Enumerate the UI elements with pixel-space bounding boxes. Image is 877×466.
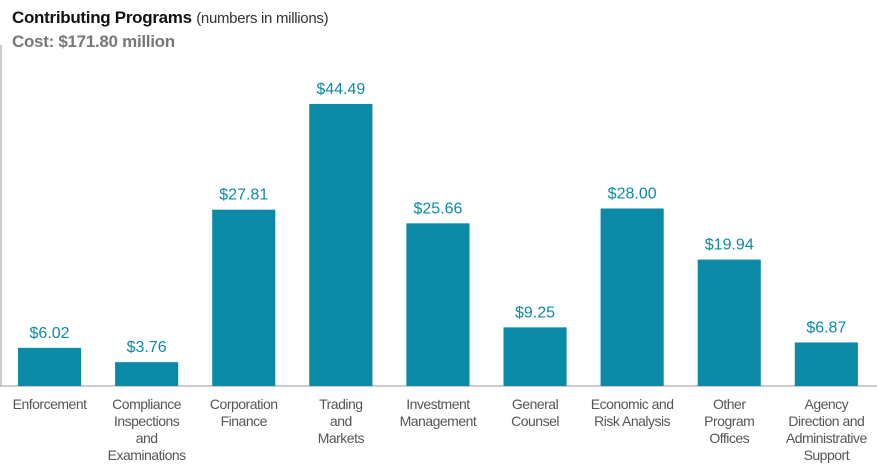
bar [309,103,373,386]
bar [406,223,470,386]
bar [600,208,664,386]
value-label: $44.49 [316,81,365,98]
bar [17,347,82,386]
value-label: $27.81 [219,187,268,204]
x-tick-label: Trading and Markets [317,396,365,446]
value-label: $3.76 [127,339,167,356]
x-tick-label: Corporation Finance [209,396,278,429]
bar [115,362,179,386]
x-tick-label: Other Program Offices [704,396,755,446]
chart-title: Contributing Programs (numbers in millio… [12,8,329,28]
x-tick-label: General Counsel [511,396,559,429]
title-main: Contributing Programs [12,8,192,27]
value-label: $9.25 [515,304,555,321]
value-label: $6.02 [30,325,70,342]
x-tick-label: Compliance Inspections and Examinations [107,396,187,463]
chart-subtitle: Cost: $171.80 million [12,32,175,51]
bar [697,259,761,386]
bar [212,209,276,386]
value-label: $19.94 [705,237,754,254]
value-label: $25.66 [413,200,462,217]
x-tick-label: Agency Direction and Administrative Supp… [785,396,867,463]
value-label: $6.87 [806,319,846,336]
title-note: (numbers in millions) [196,10,329,27]
x-tick-label: Enforcement [12,396,87,412]
x-tick-label: Economic and Risk Analysis [590,396,674,429]
x-tick-label: Investment Management [399,396,477,429]
bar [794,342,858,386]
value-label: $28.00 [608,185,657,202]
bar [503,327,567,386]
